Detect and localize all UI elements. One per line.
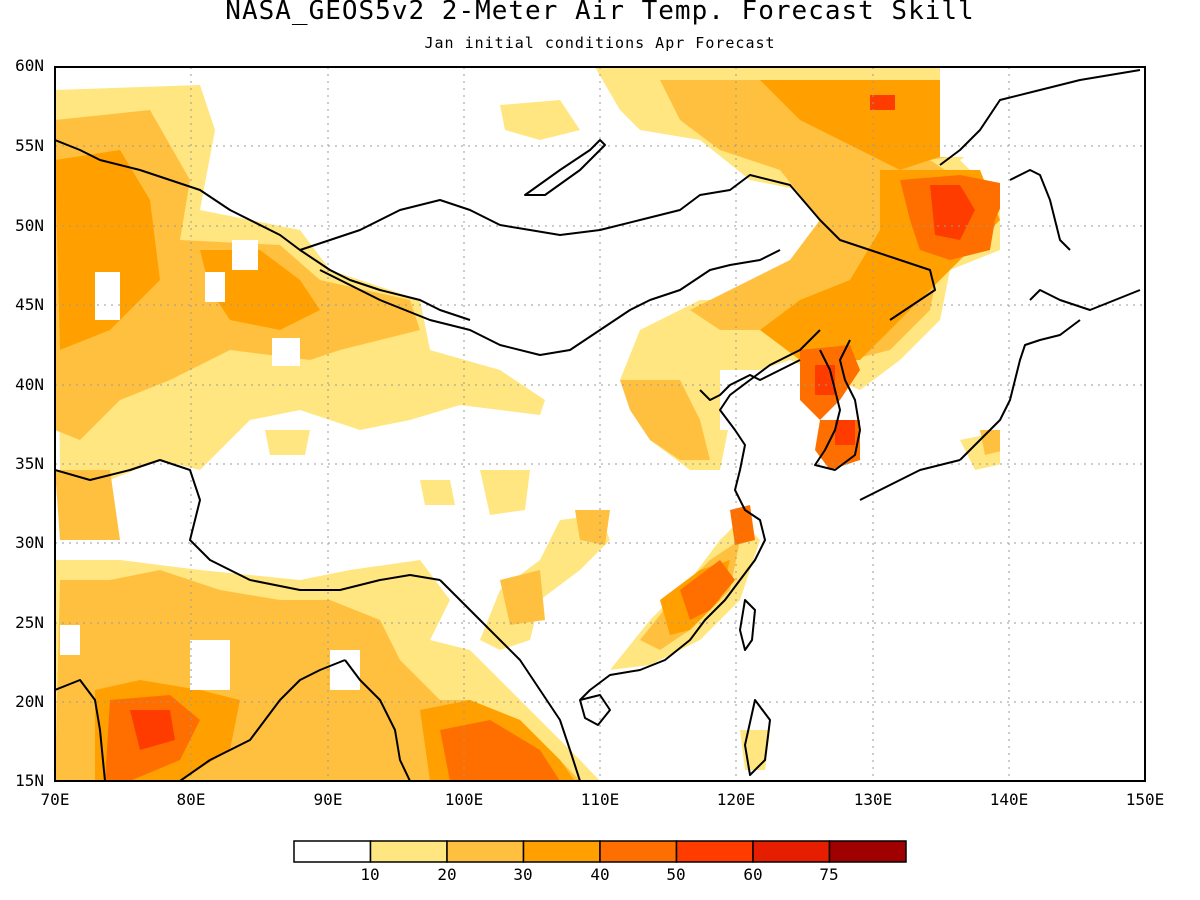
colorbar-label: 30 xyxy=(513,865,533,884)
lat-tick-label: 15N xyxy=(15,771,44,790)
colorbar-label: 10 xyxy=(360,865,380,884)
map-title: NASA_GEOS5v2 2-Meter Air Temp. Forecast … xyxy=(225,0,975,26)
colorbar-swatch xyxy=(446,840,525,863)
skill-shading xyxy=(55,67,1145,781)
skill-region-none xyxy=(60,67,1145,781)
lon-tick-label: 120E xyxy=(716,790,756,809)
colorbar-label: 60 xyxy=(743,865,763,884)
lon-tick-label: 150E xyxy=(1125,790,1165,809)
lat-tick-label: 20N xyxy=(15,692,44,711)
lat-tick-label: 45N xyxy=(15,295,44,314)
colorbar-label: 40 xyxy=(590,865,610,884)
lat-tick-label: 30N xyxy=(15,533,44,552)
colorbar-label: 75 xyxy=(819,865,839,884)
lon-tick-label: 70E xyxy=(40,790,70,809)
colorbar-swatch xyxy=(293,840,372,863)
colorbar-label: 50 xyxy=(666,865,686,884)
lon-tick-label: 80E xyxy=(176,790,206,809)
skill-region-higher xyxy=(105,175,1010,781)
colorbar-swatch xyxy=(369,840,448,863)
lat-tick-label: 35N xyxy=(15,454,44,473)
colorbar xyxy=(293,840,907,863)
map-subtitle: Jan initial conditions Apr Forecast xyxy=(424,34,776,52)
lat-tick-label: 50N xyxy=(15,216,44,235)
lat-tick-label: 60N xyxy=(15,56,44,75)
lon-tick-label: 110E xyxy=(580,790,620,809)
colorbar-swatch xyxy=(828,840,907,863)
lon-tick-label: 100E xyxy=(444,790,484,809)
colorbar-swatch xyxy=(522,840,601,863)
gridlines xyxy=(55,67,1145,781)
lon-tick-label: 140E xyxy=(989,790,1029,809)
coastline-border-lines xyxy=(55,69,1141,781)
lat-tick-label: 55N xyxy=(15,136,44,155)
colorbar-swatch xyxy=(752,840,831,863)
lat-tick-label: 40N xyxy=(15,375,44,394)
colorbar-label: 20 xyxy=(437,865,457,884)
plot-frame xyxy=(54,66,1146,782)
skill-region-top xyxy=(130,95,975,750)
lon-tick-label: 130E xyxy=(853,790,893,809)
colorbar-swatch xyxy=(675,840,754,863)
lat-tick-label: 25N xyxy=(15,613,44,632)
colorbar-swatch xyxy=(599,840,678,863)
lon-tick-label: 90E xyxy=(313,790,343,809)
